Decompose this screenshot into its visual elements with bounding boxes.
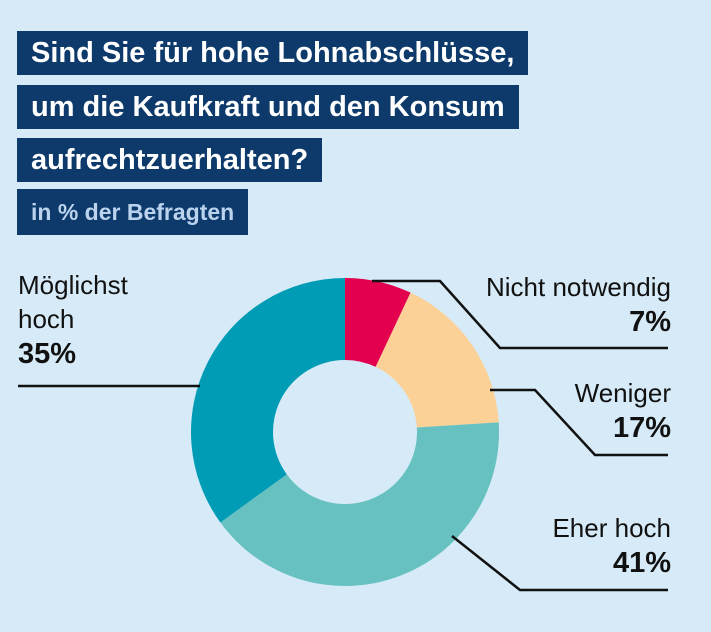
- subtitle: in % der Befragten: [17, 189, 249, 235]
- leader-weniger: [490, 388, 668, 457]
- slice-label-line-1: Möglichst: [18, 270, 128, 300]
- slice-label: Nicht notwendig: [486, 272, 671, 302]
- leader-nicht-notwendig: [372, 279, 668, 350]
- leader-eher-hoch: [451, 535, 668, 592]
- slice-eher-hoch: [220, 422, 499, 587]
- slice-label-line-2: hoch: [18, 304, 75, 334]
- slice-m-glichst-hoch: [191, 278, 345, 523]
- label-weniger: Weniger 17%: [575, 376, 671, 446]
- label-moeglichst-hoch: Möglichst hoch 35%: [18, 268, 128, 372]
- slice-nicht-notwendig: [345, 278, 411, 367]
- slice-value: 35%: [18, 338, 77, 370]
- slice-label: Eher hoch: [552, 513, 671, 543]
- slice-weniger: [375, 292, 499, 428]
- slice-value: 17%: [612, 412, 671, 444]
- label-eher-hoch: Eher hoch 41%: [552, 511, 671, 581]
- title-line-3: aufrechtzuerhalten?: [17, 138, 323, 182]
- slice-label: Weniger: [574, 378, 671, 408]
- title-line-2: um die Kaufkraft und den Konsum: [17, 85, 519, 129]
- title-line-1: Sind Sie für hohe Lohnabschlüsse,: [17, 31, 529, 75]
- label-nicht-notwendig: Nicht notwendig 7%: [486, 270, 671, 340]
- slice-value: 41%: [612, 547, 671, 579]
- slice-value: 7%: [629, 306, 671, 338]
